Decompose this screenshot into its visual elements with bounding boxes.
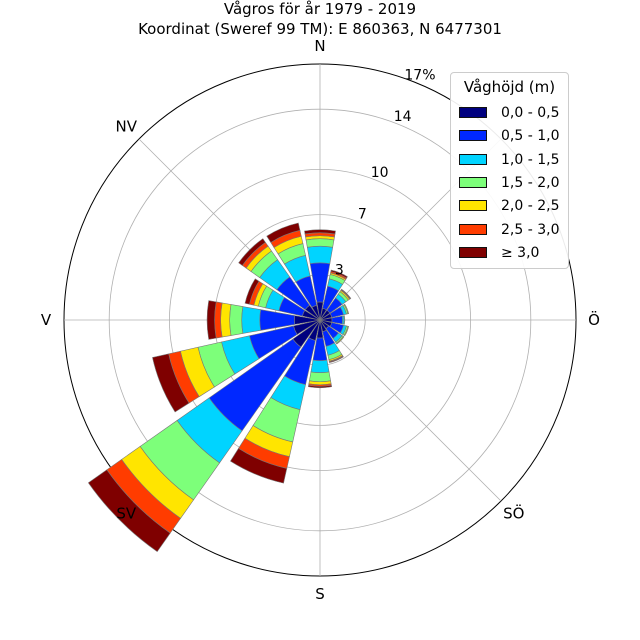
direction-label: S xyxy=(315,585,325,603)
direction-label: SV xyxy=(116,505,137,523)
legend-entry: ≥ 3,0 xyxy=(459,243,569,263)
rose-bar-segment xyxy=(206,300,217,340)
legend-entry: 0,5 - 1,0 xyxy=(459,126,569,146)
rose-bar-segment xyxy=(87,469,171,553)
rose-bar-segment xyxy=(152,353,190,413)
rose-bar-segment xyxy=(304,229,336,235)
legend-label: 2,5 - 3,0 xyxy=(501,221,560,238)
rose-bar-segment xyxy=(238,238,266,266)
direction-label: N xyxy=(314,37,325,55)
rose-bar-segment xyxy=(336,336,345,345)
legend-label: 0,0 - 0,5 xyxy=(501,105,560,121)
rose-bar-segment xyxy=(305,238,335,248)
rose-bar-segment xyxy=(266,222,301,243)
legend-label: 2,0 - 2,5 xyxy=(501,198,560,215)
legend-entry: 2,5 - 3,0 xyxy=(459,220,569,240)
rose-bar-segment xyxy=(310,359,330,374)
rose-bars xyxy=(87,222,352,553)
legend-swatch xyxy=(459,153,487,165)
rose-bar-segment xyxy=(330,269,348,279)
legend-swatch xyxy=(459,130,487,142)
rose-bar-segment xyxy=(343,325,350,337)
rose-bar-segment xyxy=(230,448,288,484)
radial-tick-labels: 3 7 10 14 17% xyxy=(335,67,436,278)
legend-entry: 0,0 - 0,5 xyxy=(459,103,569,123)
chart-subtitle: Koordinat (Sweref 99 TM): E 860363, N 64… xyxy=(138,20,502,38)
legend-label: 1,5 - 2,0 xyxy=(501,174,560,191)
legend: Våghöjd (m) 0,0 - 0,5 0,5 - 1,0 1,0 - 1,5 1… xyxy=(450,72,569,269)
legend-label: ≥ 3,0 xyxy=(501,244,540,261)
legend-title: Våghöjd (m) xyxy=(463,78,556,96)
legend-label: 0,5 - 1,0 xyxy=(501,128,560,145)
rose-bar-segment xyxy=(343,303,350,315)
legend-swatch xyxy=(459,107,487,118)
rose-bar-segment xyxy=(329,355,344,363)
rose-bar-segment xyxy=(241,306,262,334)
radial-tick-label: 3 xyxy=(335,262,344,278)
direction-label: NV xyxy=(116,117,138,135)
chart-title: Vågros för år 1979 - 2019 xyxy=(224,0,416,18)
legend-swatch xyxy=(459,176,487,188)
direction-labels: N NV V SV S SÖ Ö xyxy=(41,37,600,603)
legend-entry: 2,0 - 2,5 xyxy=(459,196,569,216)
legend-swatch xyxy=(459,200,487,212)
legend-swatch xyxy=(459,223,487,235)
direction-label: Ö xyxy=(588,310,600,329)
legend-swatch xyxy=(459,246,487,258)
rose-bar-segment xyxy=(309,371,331,383)
direction-label: V xyxy=(41,311,52,329)
rose-bar-segment xyxy=(306,245,334,264)
rose-bar-segment xyxy=(308,384,332,389)
rose-bar-segment xyxy=(340,288,352,300)
radial-tick-label: 14 xyxy=(394,109,412,125)
rose-bar-segment xyxy=(343,315,346,325)
radial-tick-label: 7 xyxy=(358,207,367,223)
rose-bar-segment xyxy=(220,302,232,338)
rose-bar-segment xyxy=(244,278,260,305)
legend-entry: 1,0 - 1,5 xyxy=(459,150,569,170)
radial-tick-label: 10 xyxy=(371,165,389,181)
rose-bar-segment xyxy=(229,304,244,336)
radial-tick-label: 17% xyxy=(404,67,435,83)
direction-label: SÖ xyxy=(503,504,524,523)
legend-label: 1,0 - 1,5 xyxy=(501,151,560,168)
spoke-line xyxy=(319,319,502,502)
legend-entry: 1,5 - 2,0 xyxy=(459,173,569,193)
